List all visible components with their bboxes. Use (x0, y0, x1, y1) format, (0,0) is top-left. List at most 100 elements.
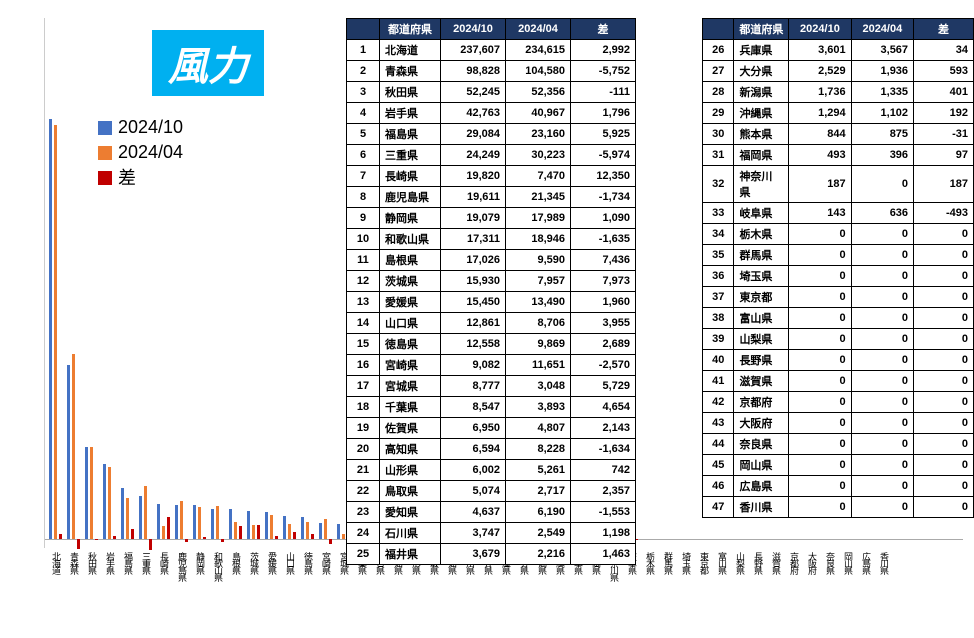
table-row: 10和歌山県17,31118,946-1,635 (347, 229, 636, 250)
cell-rank: 34 (703, 224, 734, 245)
cell-diff: 0 (914, 287, 974, 308)
cell-oct: 0 (789, 224, 851, 245)
cell-pref: 群馬県 (734, 245, 789, 266)
cell-rank: 44 (703, 434, 734, 455)
cell-apr: 0 (851, 413, 913, 434)
cell-oct: 5,074 (441, 481, 506, 502)
bar (193, 505, 196, 539)
cell-apr: 1,936 (851, 61, 913, 82)
x-label: 宮崎県 (320, 552, 333, 573)
x-label: 三重県 (140, 552, 153, 573)
cell-pref: 茨城県 (380, 271, 441, 292)
cell-diff: -493 (914, 203, 974, 224)
bar (257, 525, 260, 539)
bar (283, 516, 286, 539)
bar (203, 537, 206, 539)
table-row: 21山形県6,0025,261742 (347, 460, 636, 481)
x-label: 広島県 (860, 552, 873, 573)
x-label: 栃木県 (644, 552, 657, 573)
cell-apr: 18,946 (506, 229, 571, 250)
cell-apr: 6,190 (506, 502, 571, 523)
bar (180, 501, 183, 539)
table-row: 44奈良県000 (703, 434, 974, 455)
cell-pref: 長野県 (734, 350, 789, 371)
table-header: 都道府県 (734, 19, 789, 40)
bar (239, 526, 242, 539)
cell-rank: 35 (703, 245, 734, 266)
table-header: 都道府県 (380, 19, 441, 40)
cell-oct: 29,084 (441, 124, 506, 145)
cell-rank: 17 (347, 376, 380, 397)
cell-diff: 12,350 (571, 166, 636, 187)
x-label: 茨城県 (248, 552, 261, 573)
cell-diff: 7,973 (571, 271, 636, 292)
cell-diff: 0 (914, 434, 974, 455)
cell-rank: 29 (703, 103, 734, 124)
table-row: 18千葉県8,5473,8934,654 (347, 397, 636, 418)
bar (90, 447, 93, 539)
cell-diff: 4,654 (571, 397, 636, 418)
cell-apr: 0 (851, 308, 913, 329)
bar (167, 517, 170, 539)
cell-apr: 3,048 (506, 376, 571, 397)
cell-apr: 0 (851, 371, 913, 392)
table-row: 8鹿児島県19,61121,345-1,734 (347, 187, 636, 208)
cell-rank: 18 (347, 397, 380, 418)
bar (337, 524, 340, 540)
x-label: 静岡県 (194, 552, 207, 573)
bar (149, 539, 152, 550)
cell-pref: 島根県 (380, 250, 441, 271)
cell-pref: 鹿児島県 (380, 187, 441, 208)
table-row: 1北海道237,607234,6152,992 (347, 40, 636, 61)
bar (252, 525, 255, 539)
cell-oct: 0 (789, 371, 851, 392)
cell-diff: 0 (914, 476, 974, 497)
bar (59, 534, 62, 539)
cell-diff: 0 (914, 350, 974, 371)
cell-oct: 4,637 (441, 502, 506, 523)
bar (265, 512, 268, 539)
cell-apr: 0 (851, 166, 913, 203)
cell-diff: -1,635 (571, 229, 636, 250)
cell-diff: -2,570 (571, 355, 636, 376)
cell-rank: 3 (347, 82, 380, 103)
table-row: 25福井県3,6792,2161,463 (347, 544, 636, 565)
cell-apr: 104,580 (506, 61, 571, 82)
cell-apr: 0 (851, 224, 913, 245)
x-label: 和歌山県 (212, 552, 225, 580)
cell-diff: 0 (914, 413, 974, 434)
cell-rank: 1 (347, 40, 380, 61)
cell-rank: 43 (703, 413, 734, 434)
bar (185, 539, 188, 542)
cell-diff: 0 (914, 245, 974, 266)
table-row: 27大分県2,5291,936593 (703, 61, 974, 82)
cell-oct: 19,820 (441, 166, 506, 187)
cell-pref: 京都府 (734, 392, 789, 413)
cell-diff: 2,992 (571, 40, 636, 61)
cell-oct: 6,002 (441, 460, 506, 481)
bar (85, 447, 88, 539)
cell-diff: 0 (914, 371, 974, 392)
cell-oct: 24,249 (441, 145, 506, 166)
cell-apr: 0 (851, 245, 913, 266)
table-row: 26兵庫県3,6013,56734 (703, 40, 974, 61)
cell-apr: 1,102 (851, 103, 913, 124)
x-label: 京都府 (788, 552, 801, 573)
cell-apr: 0 (851, 497, 913, 518)
cell-rank: 15 (347, 334, 380, 355)
bar (131, 529, 134, 539)
table-row: 42京都府000 (703, 392, 974, 413)
cell-apr: 2,549 (506, 523, 571, 544)
cell-diff: 401 (914, 82, 974, 103)
cell-oct: 187 (789, 166, 851, 203)
cell-diff: 1,796 (571, 103, 636, 124)
cell-diff: 1,960 (571, 292, 636, 313)
bar (211, 509, 214, 540)
cell-rank: 22 (347, 481, 380, 502)
cell-rank: 12 (347, 271, 380, 292)
table-row: 33岐阜県143636-493 (703, 203, 974, 224)
cell-rank: 41 (703, 371, 734, 392)
table-row: 9静岡県19,07917,9891,090 (347, 208, 636, 229)
cell-pref: 滋賀県 (734, 371, 789, 392)
cell-apr: 30,223 (506, 145, 571, 166)
